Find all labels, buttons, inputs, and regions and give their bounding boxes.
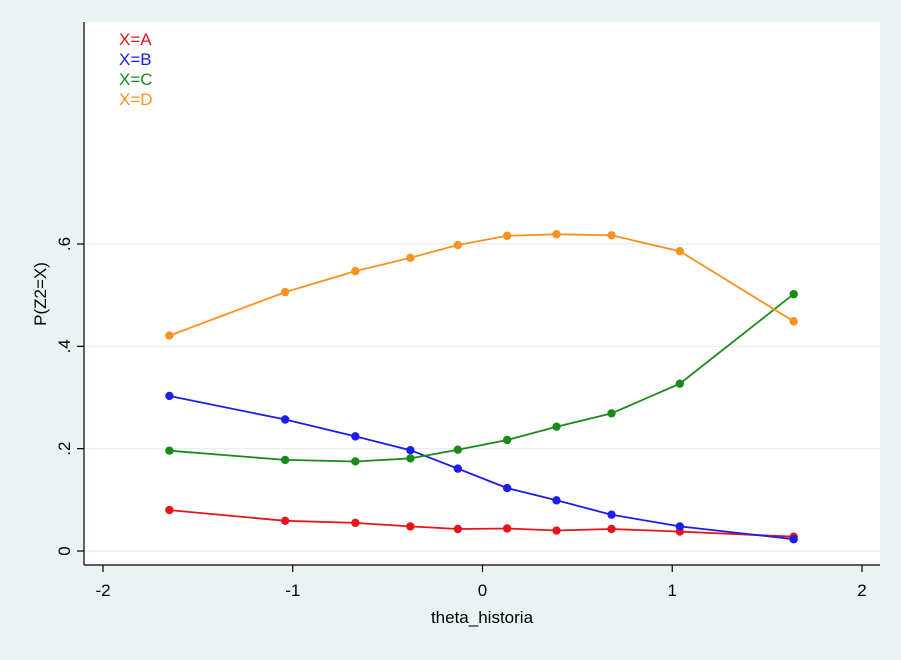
series-line-1 [169, 395, 794, 541]
data-point-1-5 [502, 483, 512, 493]
data-point-3-3 [406, 253, 415, 263]
x-tick-label-4: 2 [857, 581, 866, 600]
data-point-1-4 [453, 464, 463, 473]
data-point-3-0 [165, 331, 174, 340]
data-point-0-4 [453, 524, 463, 534]
series-xb [165, 391, 798, 544]
legend: X=AX=BX=CX=D [119, 30, 153, 109]
y-tick-label-3: .6 [55, 237, 74, 251]
series-xc [165, 289, 798, 466]
data-point-2-0 [165, 446, 174, 455]
data-point-2-6 [552, 422, 561, 431]
gridlines [84, 243, 880, 552]
data-point-3-1 [280, 287, 290, 297]
data-point-2-9 [789, 289, 798, 299]
data-point-1-2 [351, 432, 360, 441]
series-line-2 [169, 293, 795, 463]
legend-entry-3: X=D [119, 90, 153, 109]
series-group [165, 230, 798, 544]
data-point-2-7 [607, 409, 616, 418]
data-point-1-8 [675, 522, 685, 531]
data-point-3-2 [351, 266, 360, 276]
y-tick-label-1: .2 [55, 442, 74, 456]
data-point-3-7 [607, 231, 616, 240]
data-point-1-6 [552, 496, 561, 505]
data-point-2-5 [502, 435, 512, 445]
plot-area [84, 22, 880, 565]
data-point-2-1 [280, 455, 290, 465]
series-line-0 [169, 509, 794, 538]
data-point-1-3 [406, 446, 415, 455]
legend-entry-0: X=A [119, 30, 152, 49]
data-point-1-9 [789, 535, 798, 544]
data-point-1-1 [280, 415, 290, 424]
data-point-2-8 [675, 379, 685, 388]
data-point-0-0 [165, 505, 174, 515]
legend-entry-2: X=C [119, 70, 153, 89]
x-tick-label-1: -1 [285, 581, 300, 600]
series-xd [165, 230, 798, 340]
data-point-1-0 [165, 391, 174, 401]
data-point-2-4 [453, 445, 463, 454]
data-point-1-7 [607, 510, 616, 519]
data-point-0-1 [280, 516, 290, 526]
data-point-0-6 [552, 526, 561, 535]
legend-entry-1: X=B [119, 50, 152, 69]
data-point-2-3 [406, 454, 415, 463]
x-tick-label-0: -2 [95, 581, 110, 600]
y-tick-label-0: 0 [55, 546, 74, 555]
axes: -2 -1 0 1 2 0 .2 .4 .6 [55, 22, 880, 600]
x-tick-label-2: 0 [478, 581, 487, 600]
data-point-2-2 [351, 457, 360, 466]
data-point-3-5 [502, 231, 512, 241]
data-point-0-2 [351, 518, 360, 528]
data-point-3-4 [453, 240, 463, 250]
y-tick-label-2: .4 [55, 339, 74, 353]
data-point-0-7 [607, 524, 616, 534]
x-tick-label-3: 1 [668, 581, 677, 600]
data-point-3-6 [552, 230, 561, 239]
data-point-0-5 [502, 524, 512, 533]
data-point-0-3 [406, 522, 415, 531]
y-axis-label: P(Z2=X) [31, 262, 50, 326]
x-axis-label: theta_historia [431, 608, 534, 627]
series-line-3 [169, 233, 795, 337]
data-point-3-8 [675, 246, 685, 256]
data-point-3-9 [789, 317, 798, 326]
